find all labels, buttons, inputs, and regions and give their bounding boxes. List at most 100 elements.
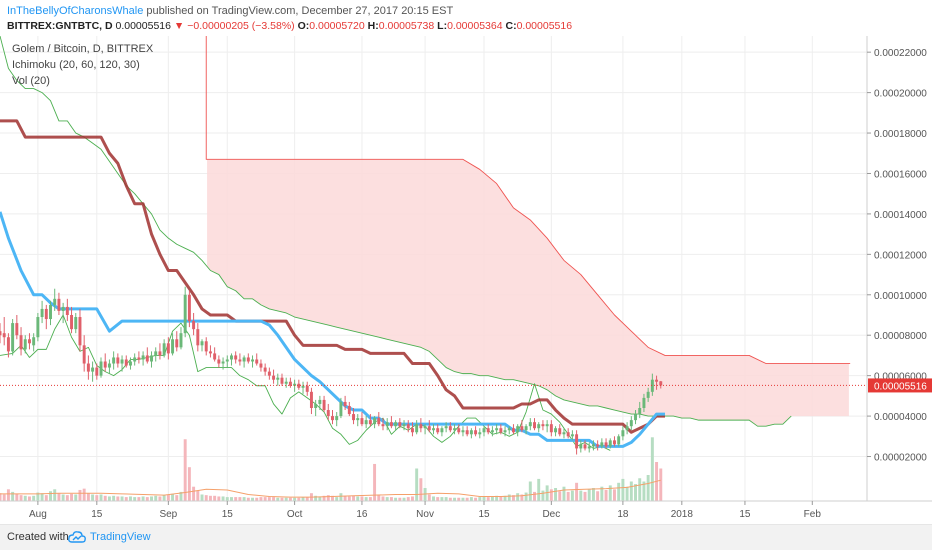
volume-bar xyxy=(128,496,132,501)
candle-body xyxy=(347,405,351,415)
candle-body xyxy=(415,424,419,433)
price-axis-background xyxy=(867,36,932,524)
leading-span-b-line xyxy=(205,36,851,364)
candle-body xyxy=(213,353,217,360)
price-tick-label: 0.00004000 xyxy=(874,412,927,423)
volume-bar xyxy=(554,488,558,501)
time-axis: Aug 15 Sep 15 Oct 16 Nov 15 Dec 18 2018 15 Feb xyxy=(0,500,932,520)
volume-bar xyxy=(280,497,284,501)
tradingview-brand[interactable]: TradingView xyxy=(90,531,151,543)
candle-body xyxy=(402,424,406,427)
candle-body xyxy=(655,379,659,382)
time-tick-label: 15 xyxy=(91,509,103,520)
candle-body xyxy=(145,355,149,362)
volume-bar xyxy=(511,495,515,501)
candle-body xyxy=(234,355,238,360)
candle-body xyxy=(448,426,452,431)
time-tick-label: 18 xyxy=(617,509,629,520)
volume-bar xyxy=(259,497,263,501)
volume-bar xyxy=(204,495,208,501)
candle-body xyxy=(326,410,330,417)
candle-body xyxy=(158,351,162,356)
candle-body xyxy=(579,444,583,449)
candle-body xyxy=(478,432,482,435)
volume-bar xyxy=(432,496,435,501)
chart-legend: Golem / Bitcoin, D, BITTREX Ichimoku (20… xyxy=(12,43,154,87)
volume-bar xyxy=(533,491,536,501)
time-tick-label: 16 xyxy=(356,509,368,520)
candle-body xyxy=(566,432,570,437)
chart-area[interactable]: 0.00002000 0.00004000 0.00006000 0.00008000… xyxy=(0,36,932,524)
candle-body xyxy=(352,414,356,421)
volume-bar xyxy=(99,494,103,501)
volume-bar xyxy=(107,496,111,501)
published-text: published on TradingView.com, December 2… xyxy=(143,5,454,17)
volume-bar xyxy=(314,495,318,501)
candle-body xyxy=(78,317,82,346)
volume-bar xyxy=(638,478,642,501)
volume-bar xyxy=(495,495,499,501)
volume-bar xyxy=(293,497,297,501)
volume-bar xyxy=(566,491,570,501)
candle-body xyxy=(242,357,246,362)
volume-bar xyxy=(524,492,528,501)
candle-body xyxy=(423,426,427,429)
candle-body xyxy=(360,418,364,425)
volume-bar xyxy=(398,497,402,501)
volume-bar xyxy=(507,494,511,501)
candle-body xyxy=(200,341,204,346)
candle-body xyxy=(171,339,175,354)
candle-body xyxy=(276,377,280,380)
candle-body xyxy=(596,444,600,447)
volume-bar xyxy=(377,494,381,501)
candle-body xyxy=(179,333,183,348)
volume-bar xyxy=(78,489,82,501)
volume-bar xyxy=(86,493,90,501)
volume-bar xyxy=(440,497,444,501)
candle-body xyxy=(2,333,6,338)
candle-body xyxy=(40,308,44,318)
price-chart[interactable]: 0.00002000 0.00004000 0.00006000 0.00008000… xyxy=(0,36,932,524)
created-with-text: Created with xyxy=(7,531,69,543)
volume-bar xyxy=(175,495,179,501)
base-line-line xyxy=(0,119,665,434)
price-axis: 0.00002000 0.00004000 0.00006000 0.00008000… xyxy=(866,36,932,524)
candle-body xyxy=(469,430,473,435)
candle-body xyxy=(187,294,191,322)
volume-bar xyxy=(288,497,292,501)
volume-bar xyxy=(410,496,414,501)
candle-body xyxy=(82,345,86,364)
volume-bar xyxy=(6,489,10,501)
volume-bar xyxy=(171,493,175,501)
volume-bar xyxy=(255,497,259,501)
volume-bar xyxy=(541,490,545,501)
volume-bar xyxy=(545,485,549,501)
ichimoku-cloud xyxy=(207,159,849,427)
candle-body xyxy=(6,337,10,352)
legend-volume[interactable]: Vol (20) xyxy=(12,75,50,87)
time-tick-label: 15 xyxy=(478,509,490,520)
candle-body xyxy=(650,379,654,392)
volume-bar xyxy=(263,497,267,501)
price-tick-label: 0.00018000 xyxy=(874,129,927,140)
candle-body xyxy=(591,444,595,447)
candle-body xyxy=(613,440,616,445)
volume-bar xyxy=(503,495,507,501)
candle-body xyxy=(297,383,301,388)
candle-body xyxy=(154,351,158,356)
author-link[interactable]: InTheBellyOfCharonsWhale xyxy=(7,5,144,17)
volume-bar xyxy=(40,493,44,501)
time-tick-label: Aug xyxy=(29,509,47,520)
candle-body xyxy=(364,420,368,425)
candle-body xyxy=(385,422,389,427)
close-value: 0.00005516 xyxy=(516,20,573,32)
close-label: C: xyxy=(505,20,517,32)
tradingview-cloud-icon[interactable] xyxy=(68,530,86,544)
volume-bar xyxy=(482,496,486,501)
volume-bar xyxy=(385,497,389,501)
legend-ichimoku[interactable]: Ichimoku (20, 60, 120, 30) xyxy=(12,59,140,71)
candle-body xyxy=(91,367,95,372)
candle-body xyxy=(246,357,250,362)
volume-bar xyxy=(318,496,322,501)
volume-bar xyxy=(187,467,191,501)
